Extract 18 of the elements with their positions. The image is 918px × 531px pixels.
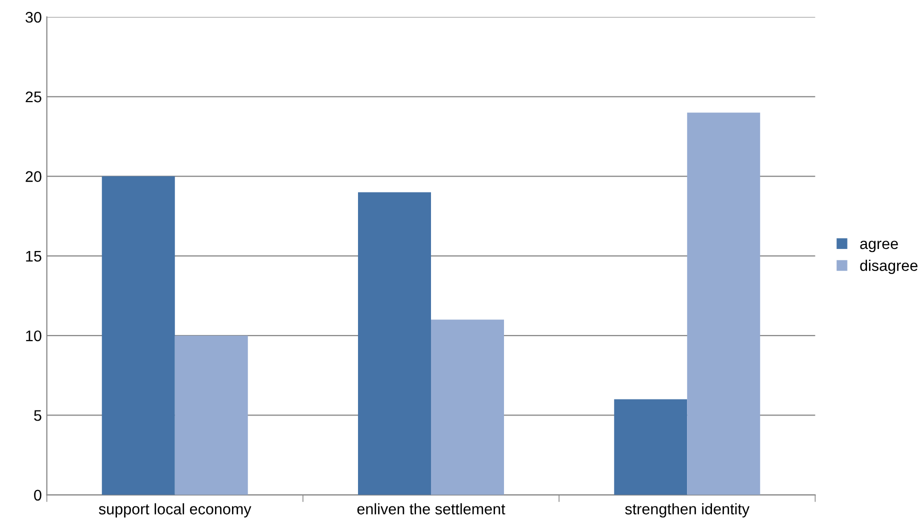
y-tick-label: 0 [34,490,42,501]
y-tick-label: 20 [26,171,42,182]
bar [687,112,760,495]
bar [102,176,175,495]
x-tick-label: enliven the settlement [357,503,506,514]
legend-label: disagree [860,260,918,274]
bar [431,320,504,495]
y-tick-label: 15 [26,250,42,262]
bar [614,399,688,495]
y-tick-label: 5 [34,410,42,421]
y-tick-label: 10 [26,330,42,342]
x-tick-label: strengthen identity [625,503,750,518]
x-tick-label: support local economy [98,503,252,518]
y-tick-label: 25 [26,92,42,102]
bar [358,192,431,495]
y-tick-label: 30 [26,12,42,23]
bar [174,336,248,495]
legend-label: agree [860,240,898,252]
